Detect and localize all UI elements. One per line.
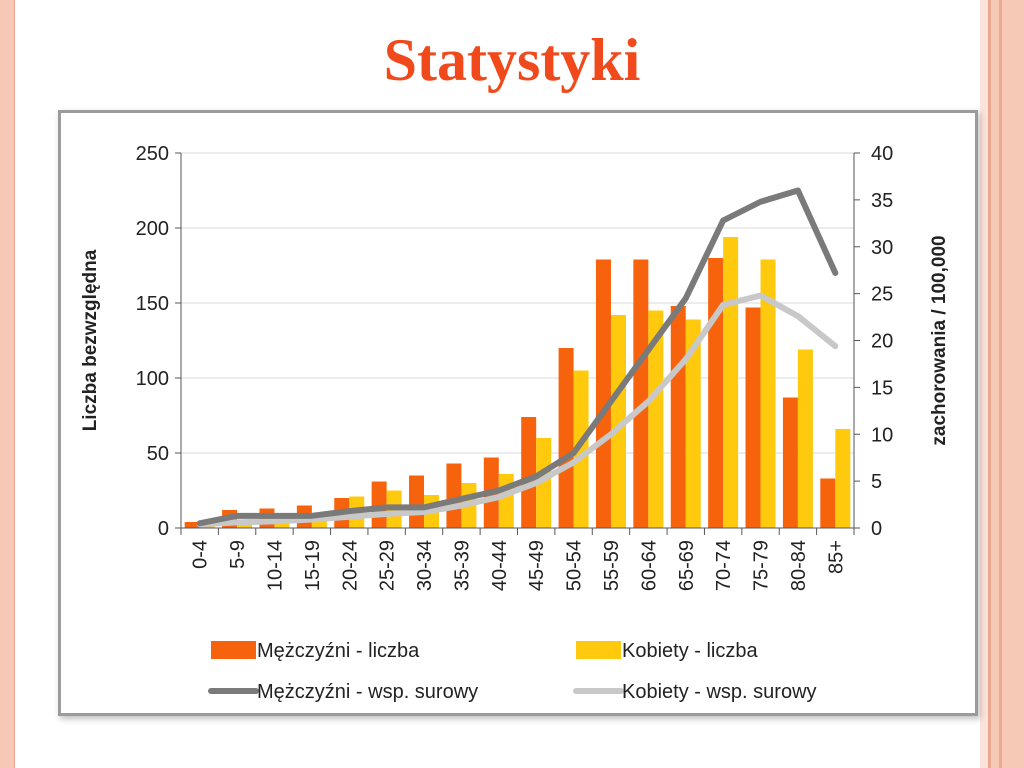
- chart: 0 50 100 150 200 250 0 5 10 15 20 25 30 35 40 0-4 5-9 10-…: [80, 143, 950, 703]
- bar-women-count: [573, 370, 589, 528]
- x-tick-label: 25-29: [377, 540, 399, 591]
- x-tick-label: 80-84: [788, 540, 810, 591]
- right-border-stripe: [1002, 0, 1024, 768]
- bar-men-count: [409, 475, 425, 528]
- y-tick-label: 50: [147, 443, 169, 465]
- bar-men-count: [558, 348, 574, 528]
- legend-swatch-bar: [576, 641, 621, 659]
- x-tick-label: 60-64: [638, 540, 660, 591]
- x-tick-label: 5-9: [227, 540, 249, 569]
- bar-men-count: [708, 258, 724, 528]
- y-tick-label: 250: [136, 143, 169, 165]
- legend-label: Mężczyźni - liczba: [257, 640, 420, 662]
- x-tick-label: 50-54: [564, 540, 586, 591]
- legend-label: Kobiety - liczba: [622, 640, 758, 662]
- y2-tick-label: 10: [871, 424, 893, 446]
- x-tick-label: 20-24: [339, 540, 361, 591]
- x-tick-label: 35-39: [451, 540, 473, 591]
- y-tick-label: 200: [136, 218, 169, 240]
- x-tick-label: 40-44: [489, 540, 511, 591]
- bar-men-count: [595, 259, 611, 528]
- y2-axis-title: zachorowania / 100,000: [929, 235, 950, 445]
- lines: [196, 187, 839, 528]
- bar-women-count: [723, 237, 739, 528]
- bar-women-count: [797, 349, 813, 528]
- bar-men-count: [446, 463, 462, 528]
- x-tick-label: 75-79: [751, 540, 773, 591]
- x-tick-label: 0-4: [190, 540, 212, 569]
- bar-men-count: [782, 397, 798, 528]
- bar-women-count: [498, 474, 514, 528]
- x-tick-label: 10-14: [264, 540, 286, 591]
- chart-frame: 0 50 100 150 200 250 0 5 10 15 20 25 30 35 40 0-4 5-9 10-…: [58, 110, 978, 716]
- y-axis-title: Liczba bezwzględna: [80, 249, 101, 431]
- y-tick-label: 150: [136, 293, 169, 315]
- left-border-decoration: [0, 0, 15, 768]
- bar-men-count: [521, 417, 537, 528]
- y2-tick-label: 40: [871, 143, 893, 165]
- bar-women-count: [536, 438, 552, 528]
- legend-label: Mężczyźni - wsp. surowy: [257, 681, 478, 703]
- right-border-stripe: [980, 0, 988, 768]
- axes: 0 50 100 150 200 250 0 5 10 15 20 25 30 35 40 0-4 5-9 10-…: [80, 143, 950, 591]
- bar-women-count: [760, 259, 776, 528]
- right-border-stripe: [991, 0, 999, 768]
- bar-men-count: [633, 259, 649, 528]
- bar-men-count: [745, 307, 761, 528]
- line-women-rate: [196, 292, 839, 528]
- bar-women-count: [835, 429, 851, 528]
- x-tick-label: 15-19: [302, 540, 324, 591]
- x-tick-label: 45-49: [526, 540, 548, 591]
- y2-tick-label: 5: [871, 471, 882, 493]
- x-tick-label: 30-34: [414, 540, 436, 591]
- legend-label: Kobiety - wsp. surowy: [622, 681, 817, 703]
- y-tick-label: 0: [158, 518, 169, 540]
- x-tick-label: 70-74: [713, 540, 735, 591]
- right-border-decoration: [980, 0, 1024, 768]
- legend: Mężczyźni - liczba Kobiety - liczba Mężczy…: [208, 640, 817, 703]
- y2-tick-label: 20: [871, 331, 893, 353]
- bar-men-count: [820, 478, 836, 528]
- y2-tick-label: 30: [871, 237, 893, 259]
- x-tick-label: 65-69: [676, 540, 698, 591]
- y2-tick-label: 35: [871, 190, 893, 212]
- y2-tick-label: 25: [871, 284, 893, 306]
- right-border-stripe: [988, 0, 991, 768]
- bar-women-count: [648, 310, 664, 528]
- bar-women-count: [610, 315, 626, 528]
- bar-men-count: [670, 306, 686, 528]
- y2-tick-label: 15: [871, 377, 893, 399]
- bar-women-count: [685, 319, 701, 528]
- bar-men-count: [184, 522, 200, 528]
- slide-title: Statystyki: [383, 27, 641, 93]
- x-tick-label: 55-59: [601, 540, 623, 591]
- y-tick-label: 100: [136, 368, 169, 390]
- right-border-stripe: [999, 0, 1002, 768]
- x-tick-label: 85+: [825, 540, 847, 574]
- line-men-rate: [196, 187, 839, 527]
- y2-tick-label: 0: [871, 518, 882, 540]
- legend-swatch-bar: [211, 641, 256, 659]
